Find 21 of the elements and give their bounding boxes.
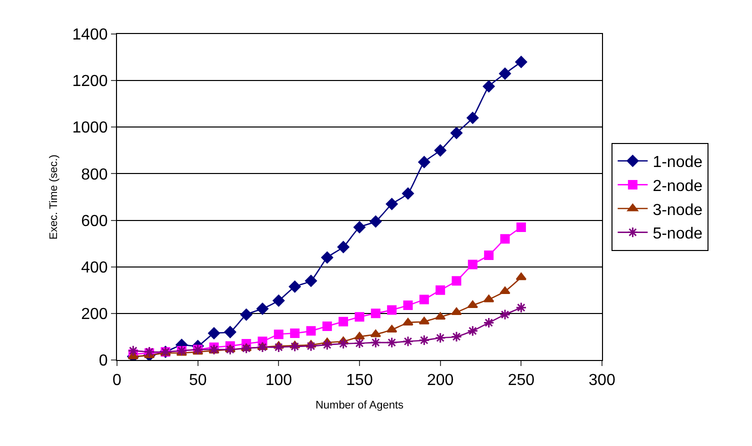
y-tick-label: 1200	[72, 73, 108, 90]
legend-label: 1-node	[652, 154, 703, 172]
legend-label: 5-node	[652, 226, 703, 243]
x-tick-label: 0	[112, 372, 122, 390]
y-axis-title: Exec. Time (sec.)	[48, 154, 60, 240]
x-tick-label: 300	[588, 372, 616, 390]
y-tick-label: 1000	[72, 120, 108, 137]
x-tick-label: 200	[426, 372, 454, 390]
x-tick-label: 50	[188, 372, 207, 390]
y-tick-label: 200	[81, 306, 108, 324]
x-tick-label: 250	[508, 372, 535, 390]
y-tick-label: 800	[81, 166, 108, 184]
legend-label: 2-node	[652, 178, 703, 195]
x-tick-label: 100	[265, 372, 292, 390]
x-axis-title: Number of Agents	[315, 399, 404, 412]
x-tick-label: 150	[346, 372, 373, 390]
y-tick-label: 1400	[72, 26, 108, 44]
legend-label: 3-node	[652, 202, 703, 219]
y-tick-label: 400	[81, 259, 108, 276]
y-tick-label: 600	[81, 212, 108, 230]
y-tick-label: 0	[98, 352, 108, 370]
